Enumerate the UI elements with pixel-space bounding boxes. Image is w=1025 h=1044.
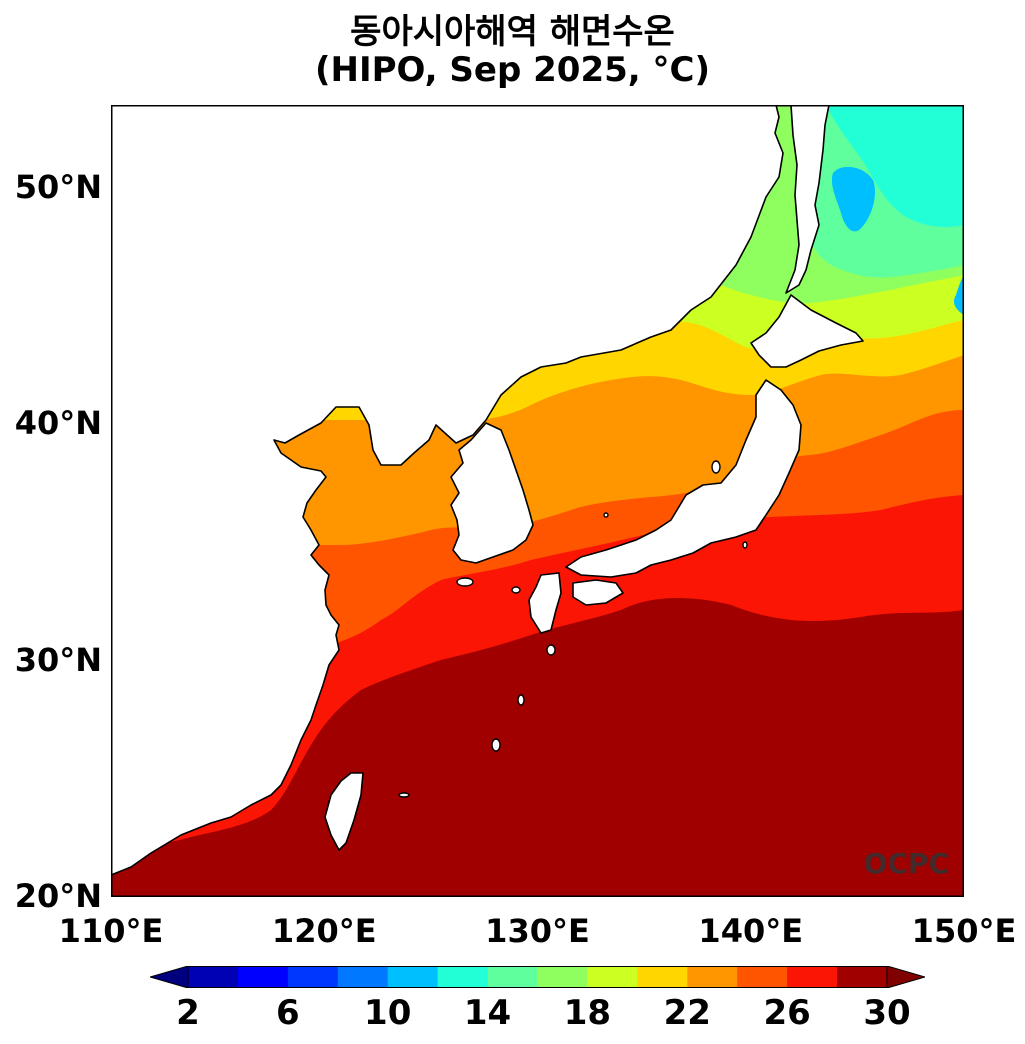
colorbar-segment [287, 966, 339, 988]
colorbar-segment [637, 966, 688, 988]
x-tick-label: 150°E [911, 912, 1017, 950]
colorbar-min-arrow [150, 966, 189, 988]
x-tick-label: 110°E [58, 912, 164, 950]
land-kyushu [528, 572, 562, 634]
y-tick-label: 20°N [14, 877, 102, 915]
colorbar-tick-label: 18 [563, 993, 612, 1033]
ocpc-watermark: OCPC [864, 847, 949, 880]
x-tick-label: 120°E [271, 912, 377, 950]
colorbar-segment [188, 966, 239, 988]
colorbar-max-arrow [886, 966, 925, 988]
y-tick-label: 30°N [14, 640, 102, 679]
y-tick-label: 50°N [14, 167, 102, 206]
colorbar-tick-label: 30 [863, 993, 911, 1033]
y-tick-label: 40°N [14, 404, 102, 443]
colorbar-segment [587, 966, 638, 988]
map-subtitle: (HIPO, Sep 2025, °C) [314, 50, 711, 90]
sst-band-12-a [831, 166, 876, 232]
x-tick-label: 130°E [485, 912, 590, 950]
colorbar-tick-label: 6 [276, 993, 300, 1033]
colorbar-segment [487, 966, 538, 988]
map-title: 동아시아해역 해면수온 [350, 12, 675, 52]
colorbar-segment [387, 966, 439, 988]
colorbar-segment [237, 966, 289, 988]
sst-band-12-b [953, 275, 964, 315]
land-korea [450, 422, 534, 564]
colorbar-tick-label: 14 [463, 993, 512, 1033]
colorbar-frame [187, 966, 888, 988]
colorbar-segment [837, 966, 888, 988]
colorbar-segment [737, 966, 788, 988]
sst-map: OCPC [111, 105, 964, 897]
land-sakhalin [785, 105, 830, 294]
map-frame [111, 105, 964, 897]
colorbar-tick-label: 10 [364, 993, 412, 1033]
colorbar [150, 966, 925, 988]
colorbar-tick-label: 22 [663, 993, 711, 1033]
colorbar-tick-label: 2 [176, 993, 200, 1033]
x-tick-label: 140°E [698, 912, 804, 950]
land-honshu [565, 379, 802, 578]
small-islands [398, 460, 748, 798]
sst-band-14 [826, 105, 964, 228]
land-shikoku [572, 579, 624, 606]
colorbar-tick-label: 26 [763, 993, 811, 1033]
land-taiwan [324, 772, 364, 851]
colorbar-segment [687, 966, 738, 988]
colorbar-segment [337, 966, 389, 988]
land-mainland [111, 105, 784, 876]
land-hokkaido [750, 294, 864, 368]
colorbar-segment [537, 966, 588, 988]
colorbar-segment [437, 966, 489, 988]
colorbar-segment [787, 966, 838, 988]
